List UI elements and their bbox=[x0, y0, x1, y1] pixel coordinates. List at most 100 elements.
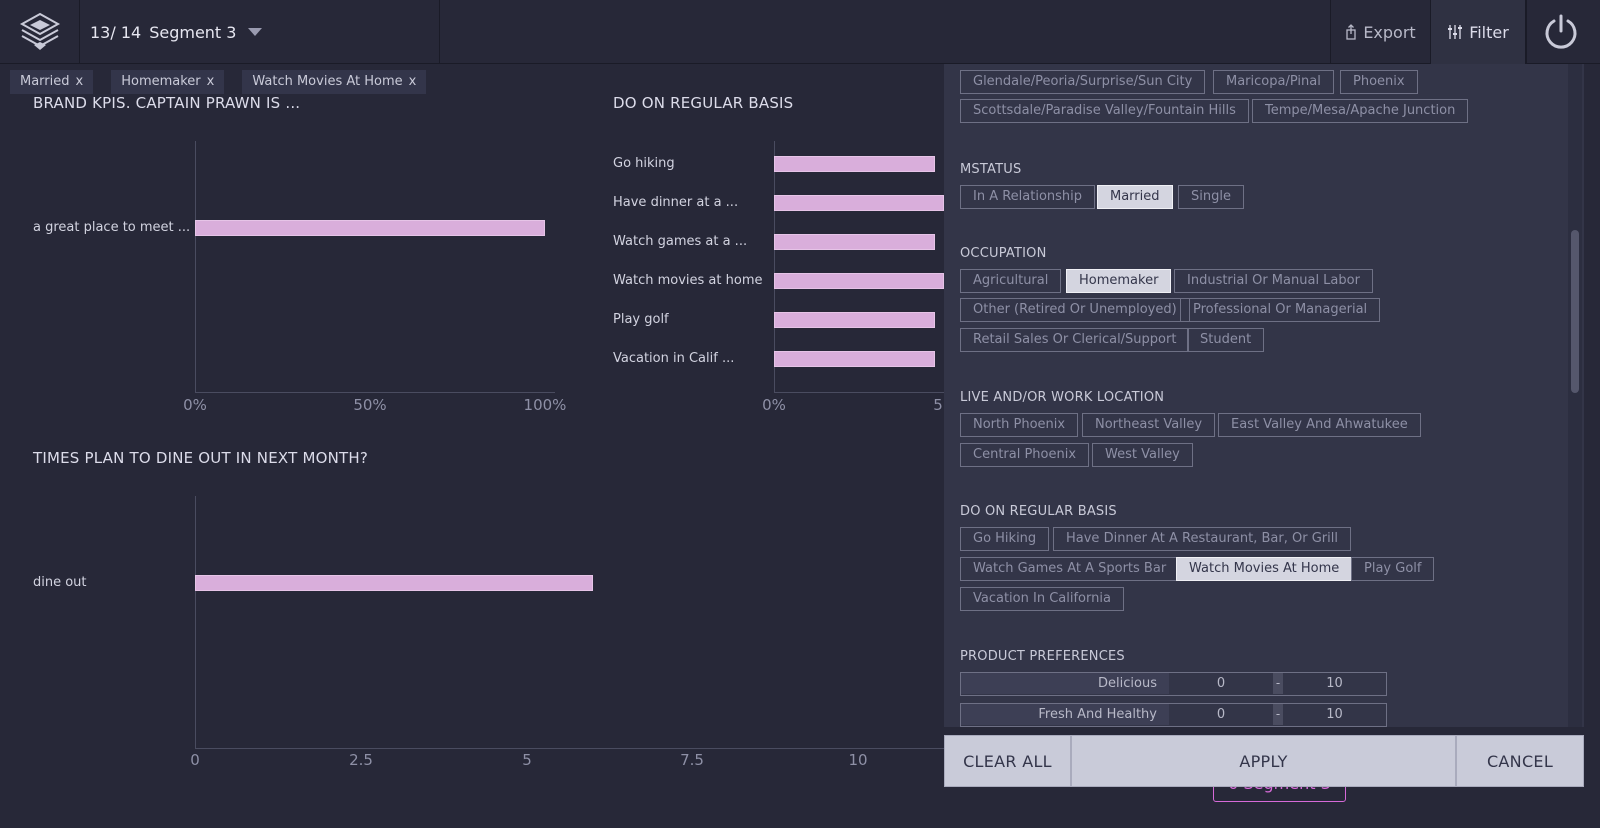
tick-label: 100% bbox=[523, 396, 567, 414]
scrollbar-thumb[interactable] bbox=[1571, 230, 1579, 393]
filter-option-location[interactable]: Glendale/Peoria/Surprise/Sun City bbox=[960, 70, 1206, 94]
filter-option-live-work[interactable]: North Phoenix bbox=[960, 413, 1079, 437]
filter-option-regular-basis[interactable]: Play Golf bbox=[1351, 557, 1435, 581]
filter-chip[interactable]: Watch Movies At Home x bbox=[242, 70, 427, 94]
close-icon[interactable]: x bbox=[75, 74, 84, 89]
range-max-input[interactable]: 10 bbox=[1326, 707, 1343, 722]
filter-option-regular-basis[interactable]: Vacation In California bbox=[960, 587, 1124, 611]
filter-option-mstatus[interactable]: Married bbox=[1097, 185, 1173, 209]
bar-label: Play golf bbox=[613, 312, 669, 327]
power-icon bbox=[1545, 14, 1576, 49]
filter-button[interactable]: Filter bbox=[1430, 0, 1525, 64]
filter-chip[interactable]: Married x bbox=[10, 70, 94, 94]
filter-option-occupation[interactable]: Student bbox=[1187, 328, 1265, 352]
filter-option-location[interactable]: Tempe/Mesa/Apache Junction bbox=[1252, 99, 1469, 123]
filter-option-occupation[interactable]: Homemaker bbox=[1066, 269, 1172, 293]
filter-panel: Glendale/Peoria/Surprise/Sun City Marico… bbox=[944, 64, 1584, 727]
bar[interactable] bbox=[774, 351, 935, 367]
filter-option-live-work[interactable]: Central Phoenix bbox=[960, 443, 1090, 467]
chart-axis-y bbox=[195, 141, 196, 392]
bar[interactable] bbox=[195, 575, 593, 591]
chart-axis-x bbox=[195, 392, 555, 393]
tick-label: 2.5 bbox=[349, 751, 373, 769]
filter-option-live-work[interactable]: West Valley bbox=[1092, 443, 1193, 467]
chart-title-brand-kpis: BRAND KPIS. CAPTAIN PRAWN IS ... bbox=[33, 94, 301, 112]
filter-option-mstatus[interactable]: In A Relationship bbox=[960, 185, 1096, 209]
section-title-product-prefs: PRODUCT PREFERENCES bbox=[960, 649, 1125, 664]
filter-option-live-work[interactable]: East Valley And Ahwatukee bbox=[1218, 413, 1421, 437]
chevron-down-icon bbox=[248, 28, 263, 36]
range-max-input[interactable]: 10 bbox=[1326, 676, 1343, 691]
range-min-input[interactable]: 0 bbox=[1216, 676, 1226, 691]
bar-label: Have dinner at a ... bbox=[613, 195, 739, 210]
filter-option-regular-basis[interactable]: Go Hiking bbox=[960, 527, 1050, 551]
tick-label: 7.5 bbox=[680, 751, 704, 769]
cancel-button[interactable]: CANCEL bbox=[1456, 735, 1584, 787]
chart-axis-x bbox=[195, 748, 944, 749]
filter-option-live-work[interactable]: Northeast Valley bbox=[1082, 413, 1216, 437]
tick-label: 10 bbox=[848, 751, 868, 769]
filter-option-regular-basis[interactable]: Watch Games At A Sports Bar bbox=[960, 557, 1180, 581]
chip-label: Married bbox=[20, 74, 70, 89]
range-filter-row: Fresh And Healthy 0 - 10 bbox=[960, 703, 1387, 727]
chart-title-dine-out: TIMES PLAN TO DINE OUT IN NEXT MONTH? bbox=[33, 449, 369, 467]
filter-option-regular-basis[interactable]: Watch Movies At Home bbox=[1176, 557, 1353, 581]
bar-label: Go hiking bbox=[613, 156, 675, 171]
range-separator: - bbox=[1273, 673, 1283, 694]
bar-label: Watch games at a ... bbox=[613, 234, 748, 249]
top-bar: 13/ 14 Segment 3 Export Filter bbox=[0, 0, 1600, 64]
filter-option-occupation[interactable]: Agricultural bbox=[960, 269, 1062, 293]
sliders-icon bbox=[1448, 25, 1463, 39]
apply-button[interactable]: APPLY bbox=[1071, 735, 1456, 787]
clear-all-button[interactable]: CLEAR ALL bbox=[944, 735, 1071, 787]
bar-label: Watch movies at home bbox=[613, 273, 763, 288]
filter-option-location[interactable]: Scottsdale/Paradise Valley/Fountain Hill… bbox=[960, 99, 1249, 123]
close-icon[interactable]: x bbox=[408, 74, 417, 89]
logout-button[interactable] bbox=[1525, 0, 1600, 64]
bar-label: a great place to meet ... bbox=[33, 220, 191, 235]
filter-chip[interactable]: Homemaker x bbox=[111, 70, 225, 94]
filter-option-location[interactable]: Maricopa/Pinal bbox=[1213, 70, 1334, 94]
bar[interactable] bbox=[774, 312, 935, 328]
bar[interactable] bbox=[774, 156, 935, 172]
chart-axis-y bbox=[195, 496, 196, 748]
chart-title-regular-basis: DO ON REGULAR BASIS bbox=[613, 94, 794, 112]
logo-icon bbox=[19, 12, 60, 50]
filter-option-mstatus[interactable]: Single bbox=[1178, 185, 1244, 209]
filter-option-occupation[interactable]: Professional Or Managerial bbox=[1180, 298, 1381, 322]
segment-selector[interactable]: 13/ 14 Segment 3 bbox=[80, 0, 440, 64]
tick-label: 0% bbox=[183, 396, 207, 414]
chip-label: Homemaker bbox=[121, 74, 201, 89]
close-icon[interactable]: x bbox=[206, 74, 215, 89]
range-separator: - bbox=[1273, 704, 1283, 725]
range-filter-row: Delicious 0 - 10 bbox=[960, 672, 1387, 696]
tick-label: 50% bbox=[353, 396, 387, 414]
app-logo[interactable] bbox=[0, 0, 80, 64]
bar-label: Vacation in Calif ... bbox=[613, 351, 735, 366]
bar[interactable] bbox=[774, 273, 944, 289]
export-label: Export bbox=[1363, 22, 1416, 42]
tick-label: 5 bbox=[522, 751, 532, 769]
export-button[interactable]: Export bbox=[1330, 0, 1430, 64]
filter-option-occupation[interactable]: Industrial Or Manual Labor bbox=[1174, 269, 1373, 293]
segment-name: Segment 3 bbox=[149, 22, 237, 42]
filter-label: Filter bbox=[1469, 22, 1509, 42]
tick-label: 0% bbox=[762, 396, 786, 414]
bar-label: dine out bbox=[33, 575, 87, 590]
filter-option-location[interactable]: Phoenix bbox=[1340, 70, 1418, 94]
chart-axis-x bbox=[774, 392, 944, 393]
range-label: Delicious bbox=[961, 673, 1169, 694]
bar[interactable] bbox=[774, 195, 944, 211]
tick-label: 5 bbox=[933, 396, 943, 414]
bar[interactable] bbox=[195, 220, 545, 236]
filter-panel-scrollbar[interactable] bbox=[1568, 64, 1582, 727]
filter-option-occupation[interactable]: Retail Sales Or Clerical/Support bbox=[960, 328, 1190, 352]
bar[interactable] bbox=[774, 234, 935, 250]
range-min-input[interactable]: 0 bbox=[1216, 707, 1226, 722]
chart-axis-y bbox=[774, 141, 775, 392]
filter-option-regular-basis[interactable]: Have Dinner At A Restaurant, Bar, Or Gri… bbox=[1053, 527, 1351, 551]
export-icon bbox=[1346, 24, 1356, 40]
section-title-mstatus: MSTATUS bbox=[960, 162, 1022, 177]
segment-count: 13/ 14 bbox=[90, 22, 142, 42]
filter-option-occupation[interactable]: Other (Retired Or Unemployed) bbox=[960, 298, 1190, 322]
